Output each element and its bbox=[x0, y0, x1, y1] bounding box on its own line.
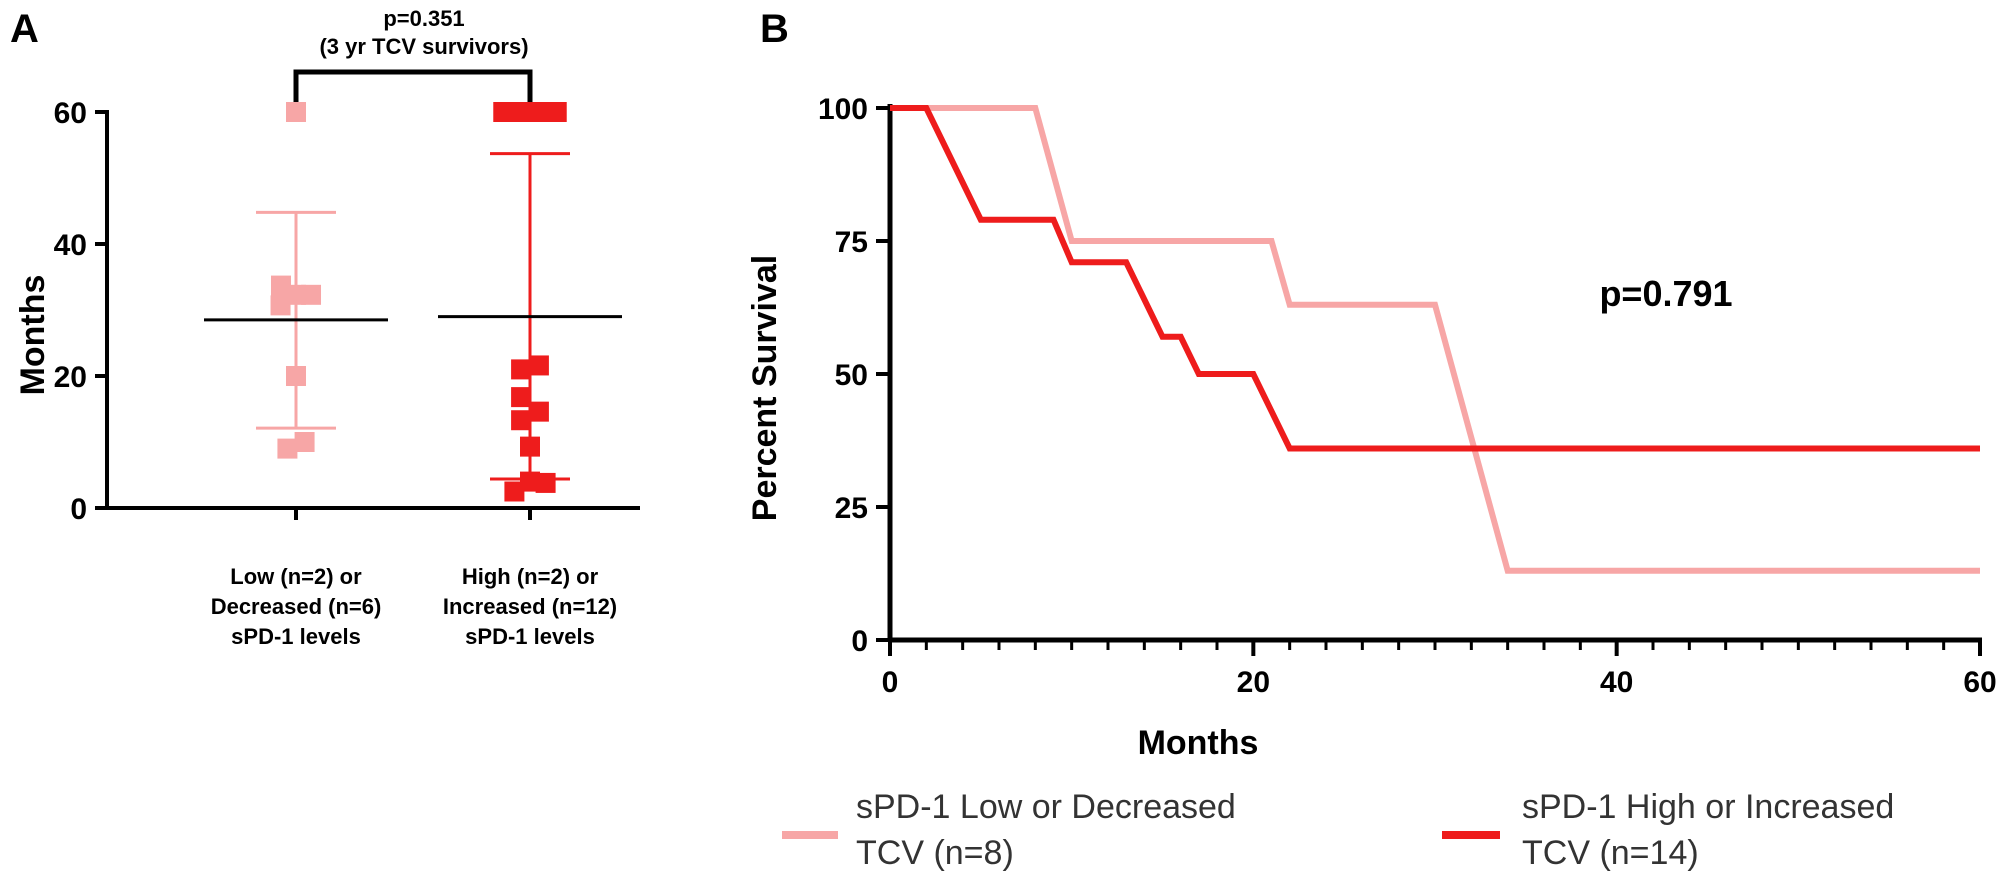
panel-a-data-point bbox=[535, 472, 556, 493]
panel-a-data-point bbox=[270, 275, 291, 296]
panel-b-x-axis-title: Months bbox=[1138, 724, 1259, 762]
panel-a-data-point bbox=[270, 295, 291, 316]
panel-label-a: A bbox=[10, 7, 39, 51]
panel-a-category-label: Increased (n=12) bbox=[443, 594, 617, 619]
panel-b-survival-curve: Percent Survival Months p=0.791 0 25 50 75 1… bbox=[746, 93, 1997, 762]
panel-a-data-point bbox=[504, 481, 525, 502]
panel-a-data-point bbox=[528, 355, 549, 376]
panel-b-y-tick-label: 100 bbox=[818, 93, 868, 126]
panel-b-curve-high bbox=[890, 105, 1980, 452]
panel-a-y-tick-label: 0 bbox=[70, 493, 87, 526]
panel-b-y-tick-label: 75 bbox=[835, 226, 868, 259]
legend-label-low-line1: sPD-1 Low or Decreased bbox=[856, 788, 1236, 826]
panel-a-data-point bbox=[528, 401, 549, 422]
panel-a-category-label: Low (n=2) or bbox=[230, 564, 362, 589]
panel-a-data-point bbox=[286, 102, 306, 122]
panel-b-p-value: p=0.791 bbox=[1599, 273, 1732, 314]
panel-a-scatter: Months p=0.351 (3 yr TCV survivors) 0 20 4… bbox=[14, 6, 640, 649]
panel-a-data-point bbox=[286, 366, 306, 386]
panel-a-data-point bbox=[511, 359, 532, 380]
panel-a-data-point bbox=[301, 284, 322, 305]
panel-a-y-tick-label: 60 bbox=[54, 97, 87, 130]
panel-a-data-point bbox=[294, 432, 315, 452]
panel-a-data-point bbox=[286, 284, 306, 305]
panel-a-data-point bbox=[511, 387, 532, 408]
panel-a-y-axis-title: Months bbox=[14, 275, 52, 396]
panel-a-significance-bracket bbox=[293, 69, 533, 114]
panel-b-x-tick-label: 40 bbox=[1600, 666, 1633, 699]
panel-label-b: B bbox=[760, 7, 789, 51]
legend-label-high-line1: sPD-1 High or Increased bbox=[1522, 788, 1894, 826]
panel-a-category-label: High (n=2) or bbox=[462, 564, 599, 589]
legend-label-high-line2: TCV (n=14) bbox=[1522, 834, 1699, 872]
panel-b-x-tick-label: 20 bbox=[1237, 666, 1270, 699]
legend-label-low-line2: TCV (n=8) bbox=[856, 834, 1014, 872]
panel-a-data-point bbox=[511, 410, 532, 431]
panel-b-y-axis-title: Percent Survival bbox=[746, 255, 784, 521]
panel-b-y-tick-label: 0 bbox=[851, 625, 868, 658]
panel-a-y-tick-label: 20 bbox=[54, 361, 87, 394]
panel-a-y-tick-label: 40 bbox=[54, 229, 87, 262]
panel-b-x-tick-label: 0 bbox=[882, 666, 899, 699]
panel-b-y-tick-label: 50 bbox=[835, 359, 868, 392]
legend: sPD-1 Low or Decreased TCV (n=8) sPD-1 H… bbox=[782, 788, 1894, 872]
panel-b-x-tick-label: 60 bbox=[1963, 666, 1996, 699]
panel-a-category-label: sPD-1 levels bbox=[231, 624, 361, 649]
panel-a-data-point bbox=[277, 438, 298, 459]
panel-a-data-point bbox=[546, 102, 567, 122]
panel-a-p-value: p=0.351 bbox=[383, 6, 464, 31]
panel-a-category-label: Decreased (n=6) bbox=[211, 594, 382, 619]
panel-a-comparison-note: (3 yr TCV survivors) bbox=[319, 34, 528, 59]
panel-a-data-point bbox=[520, 471, 540, 492]
panel-b-curve-low bbox=[890, 105, 1980, 574]
panel-a-category-label: sPD-1 levels bbox=[465, 624, 595, 649]
panel-b-y-tick-label: 25 bbox=[835, 492, 868, 525]
panel-a-data-point bbox=[520, 436, 540, 457]
